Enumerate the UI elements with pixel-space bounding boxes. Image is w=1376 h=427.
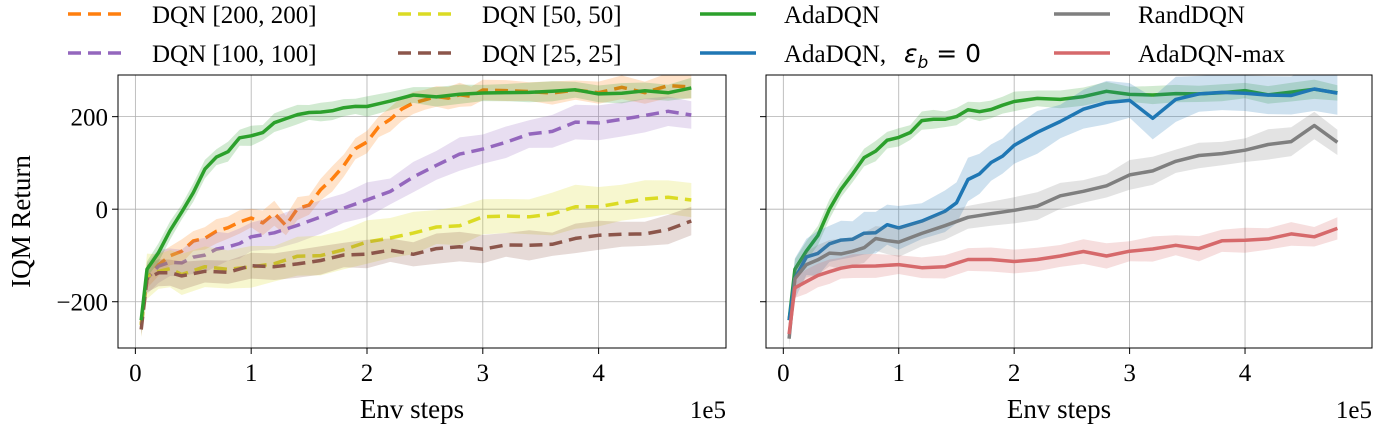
legend: DQN [200, 200] DQN [100, 100] DQN [50, 50]… [68, 2, 1286, 73]
series-line-dqn25 [139, 219, 692, 330]
plot-area [139, 75, 692, 338]
panel-right-chart: 0 1 2 3 4 Env steps 1e5 [760, 74, 1373, 424]
x-tick-label: 2 [1008, 360, 1021, 387]
x-multiplier-label: 1e5 [1336, 397, 1372, 424]
legend-item-dqn50: DQN [50, 50] [398, 2, 622, 29]
legend-label-ada_eps0: AdaDQN, [784, 41, 886, 68]
x-tick-label: 3 [477, 360, 490, 387]
legend-item-dqn100: DQN [100, 100] [68, 41, 317, 68]
legend-label-dqn200: DQN [200, 200] [152, 2, 317, 29]
x-multiplier-label: 1e5 [690, 397, 726, 424]
legend-label-ada: AdaDQN [784, 2, 880, 29]
x-axis-label: Env steps [360, 394, 464, 424]
panel-left-chart: 0 1 2 3 4 −200 0 200 Env steps 1e5 IQM Return [6, 74, 727, 424]
legend-item-dqn25: DQN [25, 25] [398, 41, 622, 68]
series-band-dqn200 [141, 75, 692, 331]
axes-frame [765, 74, 1373, 349]
y-tick-label: −200 [56, 290, 108, 317]
legend-item-rand: RandDQN [1054, 2, 1245, 29]
series-band-ada_eps0 [789, 75, 1338, 333]
legend-item-ada: AdaDQN [700, 2, 880, 29]
legend-math-ada_eps0: εb = 0 [904, 39, 981, 73]
legend-item-dqn200: DQN [200, 200] [68, 2, 317, 29]
legend-label-dqn25: DQN [25, 25] [482, 41, 622, 68]
series-band-dqn25 [141, 206, 692, 337]
legend-label-adamax: AdaDQN-max [1138, 41, 1286, 68]
series-band-rand [789, 111, 1338, 348]
legend-label-dqn100: DQN [100, 100] [152, 41, 317, 68]
x-tick-label: 0 [129, 360, 142, 387]
x-axis-label: Env steps [1007, 394, 1111, 424]
series-band-dqn100 [141, 96, 692, 335]
x-tick-label: 1 [892, 360, 905, 387]
x-tick-label: 4 [1239, 360, 1252, 387]
y-axis-label: IQM Return [6, 155, 36, 288]
x-tick-label: 1 [245, 360, 258, 387]
legend-label-dqn50: DQN [50, 50] [482, 2, 622, 29]
series-band-dqn50 [141, 180, 692, 338]
x-tick-label: 0 [777, 360, 790, 387]
series-line-adamax [787, 226, 1338, 335]
legend-label-rand: RandDQN [1138, 2, 1245, 29]
series-line-rand [787, 123, 1339, 339]
series-line-ada [139, 86, 692, 321]
series-line-dqn100 [139, 109, 692, 326]
x-tick-label: 3 [1123, 360, 1136, 387]
legend-item-ada_eps0: AdaDQN, εb = 0 [700, 39, 981, 73]
y-tick-label: 0 [96, 197, 109, 224]
series-line-ada_eps0 [787, 87, 1338, 321]
x-tick-label: 4 [592, 360, 605, 387]
axes-frame [117, 74, 727, 349]
x-tick-label: 2 [361, 360, 374, 387]
legend-item-adamax: AdaDQN-max [1054, 41, 1286, 68]
plot-area [787, 75, 1339, 348]
series-line-dqn50 [139, 195, 692, 326]
y-tick-label: 200 [71, 105, 109, 132]
